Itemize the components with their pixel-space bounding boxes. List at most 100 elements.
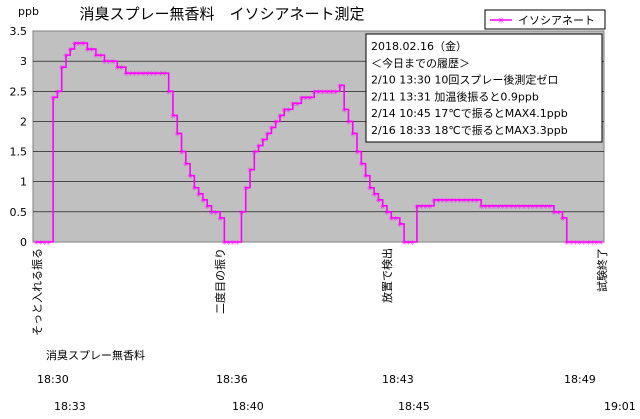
data-point: ✳ [46,239,52,247]
data-point: ✳ [363,173,369,181]
data-point: ✳ [410,239,416,247]
data-point: ✳ [444,197,450,205]
data-point: ✳ [54,88,60,96]
data-point: ✳ [350,130,356,138]
data-point: ✳ [346,118,352,126]
legend-label: イソシアネート [518,14,595,27]
data-point: ✳ [166,88,172,96]
data-point: ✳ [581,239,587,247]
data-point: ✳ [234,239,240,247]
info-line: 2/16 18:33 18℃で振るとMAX3.3ppb [371,123,568,137]
y-tick-label: 0.5 [10,206,28,219]
y-unit-label: ppb [18,5,39,18]
y-tick-label: 3 [20,55,27,68]
data-point: ✳ [106,58,112,66]
data-point: ✳ [102,58,108,66]
vertical-label: 試験終了 [595,248,609,292]
data-point: ✳ [397,221,403,229]
data-point: ✳ [63,52,69,60]
data-point: ✳ [551,209,557,217]
data-point: ✳ [72,40,78,48]
data-point: ✳ [200,197,206,205]
time-row-1: 18:30 18:36 18:43 18:49 [37,373,596,386]
data-point: ✳ [149,70,155,78]
data-point: ✳ [388,215,394,223]
legend-box [484,9,606,30]
data-point: ✳ [423,203,429,211]
series-markers: ✳✳✳✳✳✳✳✳✳✳✳✳✳✳✳✳✳✳✳✳✳✳✳✳✳✳✳✳✳✳✳✳✳✳✳✳✳✳✳✳… [33,40,604,247]
data-point: ✳ [127,70,133,78]
data-point: ✳ [538,203,544,211]
data-point: ✳ [59,64,65,72]
y-tick-label: 1.5 [10,146,28,159]
data-point: ✳ [316,88,322,96]
data-point: ✳ [264,130,270,138]
data-point: ✳ [268,124,274,132]
data-point: ✳ [457,197,463,205]
data-point: ✳ [136,70,142,78]
data-point: ✳ [333,88,339,96]
info-box: 2018.02.16（金） ＜今日までの履歴＞ 2/10 13:30 10回スプレー… [365,33,603,143]
data-point: ✳ [572,239,578,247]
y-ticks: 0 0.5 1 1.5 2 2.5 3 3.5 [10,25,28,249]
vertical-labels: そっと入れる振る 二度目の振り 放置で検出 試験終了 [30,248,609,336]
data-point: ✳ [286,106,292,114]
data-point: ✳ [393,215,399,223]
data-point: ✳ [187,173,193,181]
time-label: 18:33 [54,400,86,413]
data-point: ✳ [311,88,317,96]
data-point: ✳ [375,197,381,205]
data-point: ✳ [191,185,197,193]
data-point: ✳ [431,197,437,205]
data-point: ✳ [435,197,441,205]
data-point: ✳ [213,209,219,217]
data-point: ✳ [517,203,523,211]
data-point: ✳ [37,239,43,247]
data-point: ✳ [76,40,82,48]
data-point: ✳ [598,239,604,247]
data-point: ✳ [470,197,476,205]
data-point: ✳ [226,239,232,247]
data-point: ✳ [414,203,420,211]
data-point: ✳ [183,161,189,169]
data-point: ✳ [273,118,279,126]
data-point: ✳ [97,52,103,60]
data-point: ✳ [500,203,506,211]
legend-marker: ✳ [497,17,505,27]
data-point: ✳ [418,203,424,211]
data-point: ✳ [482,203,488,211]
data-point: ✳ [174,130,180,138]
data-point: ✳ [465,197,471,205]
data-point: ✳ [560,215,566,223]
chart-title: 消臭スプレー無香料 イソシアネート測定 [79,5,364,23]
data-point: ✳ [440,197,446,205]
time-label: 18:30 [37,373,69,386]
data-point: ✳ [555,209,561,217]
series-line [36,42,601,243]
y-tick-label: 2.5 [10,85,28,98]
data-point: ✳ [354,149,360,157]
data-point: ✳ [487,203,493,211]
data-point: ✳ [50,94,56,102]
data-point: ✳ [170,112,176,120]
data-point: ✳ [132,70,138,78]
info-line: 2/14 10:45 17℃で振るとMAX4.1ppb [371,106,568,120]
data-point: ✳ [521,203,527,211]
data-point: ✳ [110,58,116,66]
data-point: ✳ [568,239,574,247]
data-point: ✳ [277,112,283,120]
data-point: ✳ [161,70,167,78]
data-point: ✳ [119,64,125,72]
data-point: ✳ [256,143,262,151]
info-lines: 2018.02.16（金） ＜今日までの履歴＞ 2/10 13:30 10回スプレー… [371,39,568,137]
data-point: ✳ [217,215,223,223]
data-point: ✳ [303,94,309,102]
data-point: ✳ [144,70,150,78]
product-label: 消臭スプレー無香料 [46,348,145,362]
info-line: 2/10 13:30 10回スプレー後測定ゼロ [371,73,558,87]
data-point: ✳ [448,197,454,205]
data-point: ✳ [542,203,548,211]
data-point: ✳ [67,46,73,54]
data-point: ✳ [371,191,377,199]
